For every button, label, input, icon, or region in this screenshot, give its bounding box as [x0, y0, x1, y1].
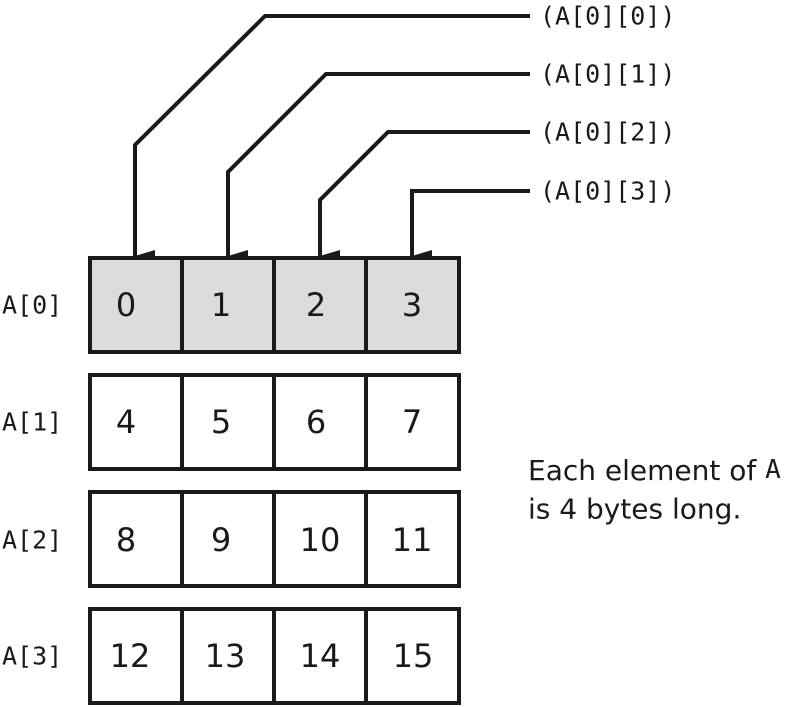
cell-3-3: 15 [393, 637, 434, 675]
cell-values: 0 1 2 3 4 5 6 7 8 9 10 11 12 13 14 15 [110, 286, 434, 675]
arrow-a02 [318, 130, 530, 262]
cell-0-0: 0 [116, 286, 136, 324]
array-row-3 [88, 607, 461, 705]
array-row-2 [88, 490, 461, 588]
pointer-label-a01: (A[0][1]) [540, 60, 675, 89]
array-row-0 [88, 256, 461, 354]
cell-2-2: 10 [300, 521, 341, 559]
cell-0-3: 3 [402, 286, 422, 324]
size-note: Each element of A is 4 bytes long. [528, 454, 781, 526]
note-line-1: Each element of A [528, 454, 781, 487]
cell-2-0: 8 [116, 521, 136, 559]
arrow-a03 [410, 189, 530, 262]
row-label-0: A[0] [2, 291, 62, 320]
row-label-3: A[3] [2, 642, 62, 671]
cell-3-0: 12 [110, 637, 151, 675]
pointer-label-a00: (A[0][0]) [540, 2, 675, 31]
cell-2-1: 9 [211, 521, 231, 559]
note-line-1-prefix: Each element of [528, 454, 765, 487]
cell-1-1: 5 [211, 403, 231, 441]
array-row-1 [88, 373, 461, 471]
pointer-label-a02: (A[0][2]) [540, 118, 675, 147]
arrow-a00 [133, 14, 530, 262]
pointer-labels: (A[0][0]) (A[0][1]) (A[0][2]) (A[0][3]) [540, 2, 675, 206]
row-label-1: A[1] [2, 408, 62, 437]
cell-3-1: 13 [205, 637, 246, 675]
cell-1-3: 7 [402, 403, 422, 441]
row-labels: A[0] A[1] A[2] A[3] [2, 291, 62, 671]
cell-0-2: 2 [306, 286, 326, 324]
cell-0-1: 1 [211, 286, 231, 324]
pointer-arrows [133, 14, 530, 262]
row-label-2: A[2] [2, 526, 62, 555]
note-line-1-code: A [765, 455, 781, 485]
pointer-label-a03: (A[0][3]) [540, 177, 675, 206]
arrow-a01 [226, 72, 530, 262]
cell-3-2: 14 [300, 637, 341, 675]
cell-2-3: 11 [392, 521, 433, 559]
cell-1-2: 6 [306, 403, 326, 441]
note-line-2: is 4 bytes long. [528, 493, 741, 526]
cell-1-0: 4 [116, 403, 136, 441]
